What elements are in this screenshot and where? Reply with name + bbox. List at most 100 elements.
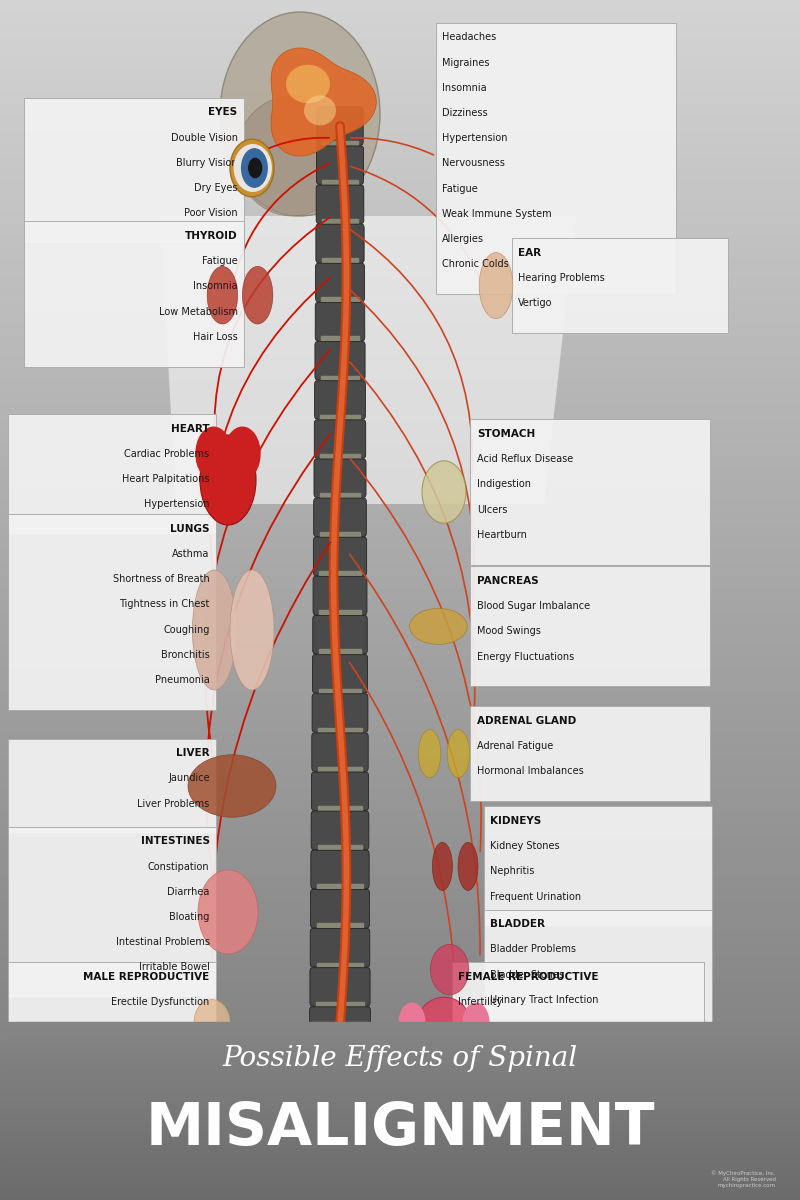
Bar <box>0 252 800 258</box>
Bar <box>0 336 800 342</box>
Ellipse shape <box>418 730 441 778</box>
FancyBboxPatch shape <box>484 910 712 1030</box>
Text: Double Vision: Double Vision <box>170 133 238 143</box>
Bar <box>0 510 800 516</box>
Bar <box>0 1062 800 1068</box>
Bar <box>0 1176 800 1182</box>
Bar <box>0 414 800 420</box>
Bar <box>0 1170 800 1176</box>
Bar <box>0 1008 800 1014</box>
Bar <box>0 60 800 66</box>
Bar <box>0 876 800 882</box>
Ellipse shape <box>220 12 380 216</box>
Polygon shape <box>160 216 576 504</box>
Bar <box>0 1100 800 1104</box>
Bar <box>320 493 360 503</box>
Bar <box>0 486 800 492</box>
Text: Heartburn: Heartburn <box>477 530 526 540</box>
Bar <box>0 906 800 912</box>
Ellipse shape <box>207 266 238 324</box>
Bar <box>0 708 800 714</box>
Bar <box>0 534 800 540</box>
Bar <box>0 870 800 876</box>
Bar <box>320 532 360 541</box>
Bar <box>0 1196 800 1200</box>
Bar <box>0 828 800 834</box>
FancyBboxPatch shape <box>316 224 364 263</box>
Bar <box>321 336 359 346</box>
Bar <box>0 960 800 966</box>
Text: Hearing Problems: Hearing Problems <box>518 272 605 283</box>
Bar <box>0 276 800 282</box>
Bar <box>0 738 800 744</box>
Bar <box>0 456 800 462</box>
Ellipse shape <box>410 608 467 644</box>
Text: PANCREAS: PANCREAS <box>477 576 538 586</box>
Text: Infertility: Infertility <box>458 997 502 1007</box>
Bar <box>0 90 800 96</box>
Bar <box>0 996 800 1002</box>
Text: Pneumonia: Pneumonia <box>155 674 210 685</box>
Bar <box>0 288 800 294</box>
Text: Enlarged Prostate: Enlarged Prostate <box>123 1022 210 1032</box>
Bar <box>0 444 800 450</box>
Bar <box>0 1037 800 1040</box>
Circle shape <box>399 1003 425 1042</box>
Bar <box>0 192 800 198</box>
Ellipse shape <box>194 1000 230 1045</box>
Bar <box>0 1188 800 1194</box>
Bar <box>0 180 800 186</box>
Bar <box>321 415 359 425</box>
Text: Weak Immune System: Weak Immune System <box>442 209 552 218</box>
Text: Frequent Urination: Frequent Urination <box>490 892 582 901</box>
Bar <box>0 1146 800 1152</box>
Polygon shape <box>271 48 377 156</box>
Bar <box>0 1032 800 1038</box>
Bar <box>0 1194 800 1200</box>
Text: MALE REPRODUCTIVE: MALE REPRODUCTIVE <box>83 972 210 982</box>
Bar <box>0 312 800 318</box>
Text: EYES: EYES <box>209 108 238 118</box>
Bar <box>0 78 800 84</box>
Bar <box>0 1154 800 1157</box>
FancyBboxPatch shape <box>436 23 676 294</box>
FancyBboxPatch shape <box>313 655 367 694</box>
Bar <box>0 594 800 600</box>
Bar <box>0 1044 800 1050</box>
Text: ADRENAL GLAND: ADRENAL GLAND <box>477 715 576 726</box>
Bar <box>0 1092 800 1098</box>
Bar <box>0 912 800 918</box>
Bar <box>0 1093 800 1097</box>
Bar <box>318 767 362 776</box>
FancyBboxPatch shape <box>313 576 367 614</box>
Bar <box>319 571 361 581</box>
Bar <box>0 810 800 816</box>
Bar <box>0 246 800 252</box>
Bar <box>0 6 800 12</box>
Text: Chronic Colds: Chronic Colds <box>442 259 509 269</box>
Bar <box>0 222 800 228</box>
Bar <box>0 954 800 960</box>
Text: Hair Loss: Hair Loss <box>193 331 238 342</box>
Bar <box>322 258 358 268</box>
Ellipse shape <box>433 842 453 890</box>
Ellipse shape <box>234 144 272 192</box>
Bar <box>0 258 800 264</box>
FancyBboxPatch shape <box>315 342 365 380</box>
Bar <box>0 1116 800 1122</box>
Bar <box>0 1164 800 1168</box>
Bar <box>0 762 800 768</box>
Bar <box>0 1055 800 1058</box>
Bar <box>0 690 800 696</box>
Bar <box>0 162 800 168</box>
Text: Bloating: Bloating <box>170 912 210 922</box>
Bar <box>0 834 800 840</box>
Bar <box>0 432 800 438</box>
Bar <box>322 298 358 307</box>
Text: Asthma: Asthma <box>172 550 210 559</box>
Bar <box>0 1082 800 1086</box>
Bar <box>0 1126 800 1129</box>
Text: Nephritis: Nephritis <box>490 866 534 876</box>
Bar <box>0 1158 800 1164</box>
FancyBboxPatch shape <box>470 566 710 686</box>
